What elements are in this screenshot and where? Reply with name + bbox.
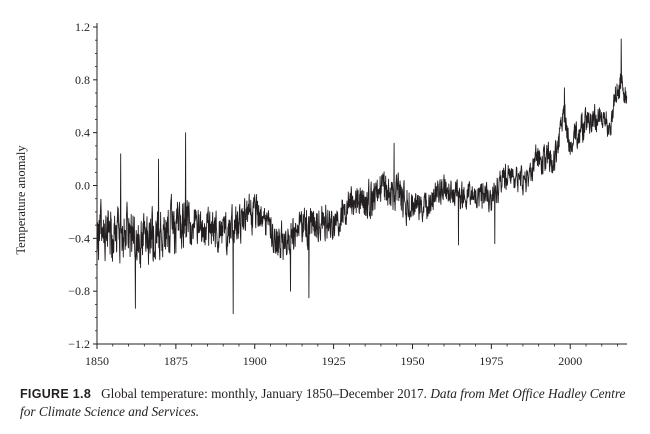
x-tick-label: 1975 bbox=[479, 354, 503, 368]
y-tick-label: 1.2 bbox=[75, 20, 90, 34]
x-tick-label: 1900 bbox=[243, 354, 267, 368]
y-tick-label: −0.4 bbox=[68, 231, 90, 245]
y-tick-label: 0.8 bbox=[75, 73, 90, 87]
series-layer bbox=[96, 38, 628, 315]
x-tick-label: 1850 bbox=[85, 354, 109, 368]
figure-number: FIGURE 1.8 bbox=[20, 387, 92, 401]
y-tick-label: 0.4 bbox=[75, 126, 90, 140]
x-tick-label: 1875 bbox=[164, 354, 188, 368]
y-tick-label: −0.8 bbox=[68, 284, 90, 298]
figure-caption: FIGURE 1.8 Global temperature: monthly, … bbox=[20, 385, 640, 421]
x-tick-label: 2000 bbox=[558, 354, 582, 368]
y-tick-label: −1.2 bbox=[68, 337, 90, 351]
x-axis: 1850 1875 1900 1925 1950 1975 2000 bbox=[85, 344, 618, 368]
plot-frame bbox=[96, 23, 627, 345]
figure-source: Data from Met Office Hadley Centre for C… bbox=[20, 386, 626, 419]
y-axis-label: Temperature anomaly bbox=[14, 145, 28, 255]
y-tick-label: 0.0 bbox=[75, 179, 90, 193]
temperature-series-line bbox=[96, 38, 628, 315]
figure-caption-text: Global temperature: monthly, January 185… bbox=[101, 386, 427, 401]
x-tick-label: 1950 bbox=[400, 354, 424, 368]
y-axis: −1.2 −0.8 −0.4 0.0 0.4 0.8 1.2 bbox=[68, 20, 97, 351]
x-tick-label: 1925 bbox=[322, 354, 346, 368]
